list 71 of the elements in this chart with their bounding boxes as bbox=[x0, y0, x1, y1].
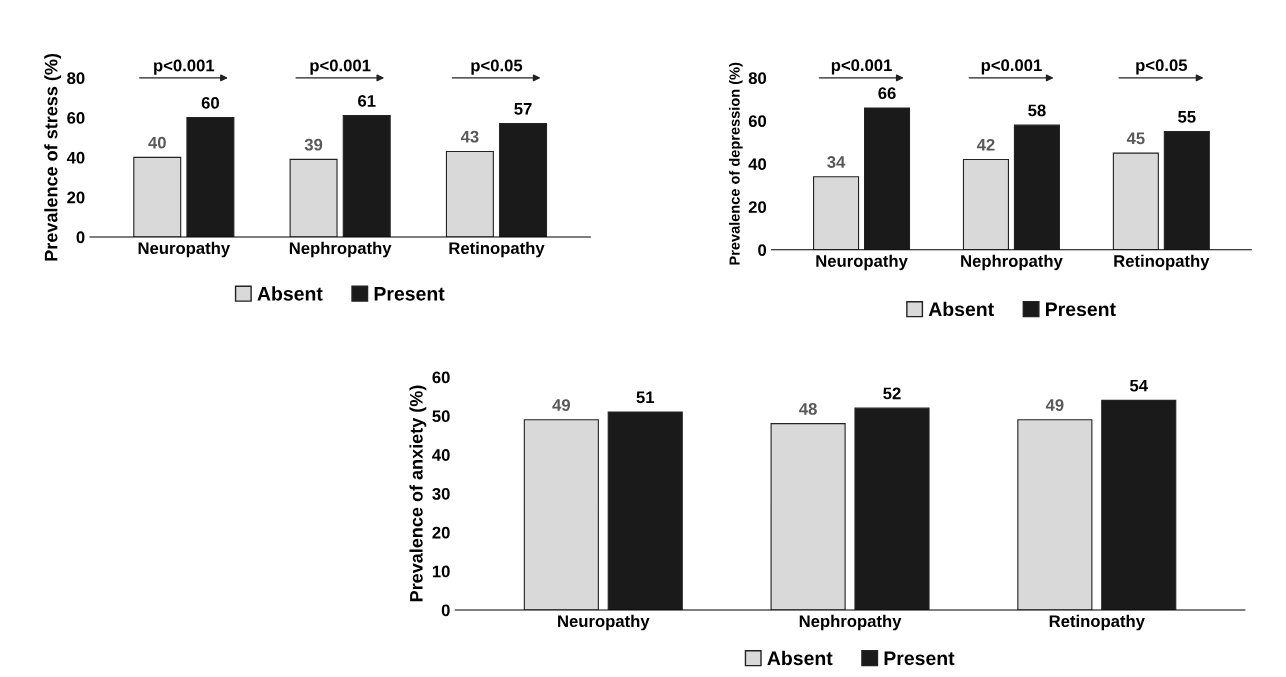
data-label: 39 bbox=[304, 138, 323, 151]
y-tick-label: 40 bbox=[66, 151, 85, 164]
y-tick-label: 20 bbox=[748, 201, 767, 214]
data-label: 66 bbox=[878, 87, 896, 100]
bar bbox=[342, 115, 391, 237]
data-label: 40 bbox=[148, 136, 166, 149]
x-tick-label: Neuropathy bbox=[138, 241, 231, 258]
text: p<0.001 bbox=[310, 59, 371, 75]
x-tick-label: Neuropathy bbox=[816, 254, 908, 271]
data-label: 48 bbox=[799, 403, 817, 415]
data-label: 49 bbox=[1045, 399, 1064, 411]
x-tick-label: Nephropathy bbox=[961, 254, 1063, 271]
y-axis-title: Prevalence of depression (%) bbox=[729, 62, 743, 265]
text: p<0.001 bbox=[154, 59, 215, 75]
data-label: 58 bbox=[1028, 104, 1046, 117]
y-tick-label: 20 bbox=[67, 191, 85, 204]
y-tick-label: 60 bbox=[67, 112, 85, 124]
bar bbox=[499, 123, 548, 237]
text: p<0.001 bbox=[831, 59, 892, 75]
text: p<0.05 bbox=[1136, 59, 1188, 75]
x-tick-label: Retinopathy bbox=[449, 241, 545, 258]
y-tick-label: 60 bbox=[432, 371, 450, 384]
text: p<0.001 bbox=[981, 59, 1042, 75]
data-label: 52 bbox=[883, 387, 901, 400]
bar bbox=[962, 158, 1009, 250]
y-tick-label: 0 bbox=[758, 244, 767, 257]
y-tick-label: 0 bbox=[441, 604, 450, 617]
y-tick-label: 20 bbox=[432, 526, 450, 539]
text: p<0.05 bbox=[471, 59, 523, 75]
y-tick-label: 80 bbox=[748, 72, 767, 85]
data-label: 55 bbox=[1178, 111, 1196, 123]
y-tick-label: 80 bbox=[67, 72, 85, 85]
data-label: 45 bbox=[1126, 132, 1145, 145]
bar bbox=[1112, 152, 1159, 250]
y-tick-label: 30 bbox=[432, 487, 450, 500]
y-tick-label: 10 bbox=[432, 565, 450, 578]
x-tick-label: Retinopathy bbox=[1049, 614, 1145, 631]
y-tick-label: 50 bbox=[432, 410, 450, 423]
data-label: 49 bbox=[552, 399, 570, 411]
data-label: 34 bbox=[827, 156, 846, 168]
data-label: 43 bbox=[460, 130, 479, 143]
data-label: 57 bbox=[514, 103, 532, 115]
x-tick-label: Nephropathy bbox=[799, 614, 902, 631]
legend-label: Absent bbox=[767, 650, 833, 666]
data-label: 42 bbox=[976, 138, 995, 151]
bar bbox=[186, 117, 235, 237]
bar bbox=[133, 156, 182, 237]
bar bbox=[813, 176, 860, 250]
y-tick-label: 60 bbox=[748, 115, 767, 128]
data-label: 61 bbox=[358, 94, 376, 107]
y-axis-title: Prevalence of stress (%) bbox=[44, 53, 62, 261]
x-tick-label: Retinopathy bbox=[1114, 254, 1210, 271]
legend-label: Present bbox=[374, 287, 445, 301]
legend-label: Absent bbox=[928, 301, 994, 317]
bar bbox=[1163, 131, 1210, 250]
y-tick-label: 40 bbox=[748, 158, 767, 171]
legend-label: Absent bbox=[257, 286, 323, 301]
x-tick-label: Neuropathy bbox=[558, 614, 650, 631]
x-tick-label: Nephropathy bbox=[289, 241, 392, 258]
y-tick-label: 40 bbox=[432, 449, 450, 461]
data-label: 60 bbox=[201, 96, 219, 109]
legend-label: Present bbox=[884, 651, 955, 666]
bar bbox=[289, 158, 338, 237]
bar bbox=[1013, 124, 1060, 250]
y-axis-title: Prevalence of anxiety (%) bbox=[409, 385, 427, 602]
y-tick-label: 0 bbox=[76, 231, 85, 244]
bar bbox=[445, 150, 494, 237]
data-label: 54 bbox=[1129, 379, 1148, 392]
bar bbox=[863, 107, 911, 250]
legend-label: Present bbox=[1046, 302, 1116, 317]
data-label: 51 bbox=[636, 391, 655, 404]
